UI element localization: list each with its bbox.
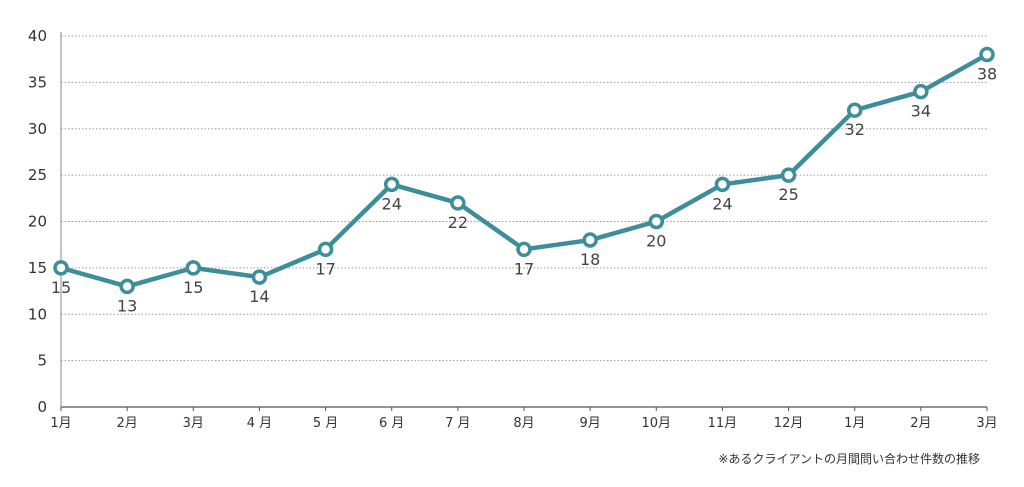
data-point [317, 241, 334, 258]
y-tick-label: 15 [28, 259, 47, 277]
y-tick-label: 20 [28, 213, 47, 231]
data-label: 17 [514, 259, 534, 278]
axes [60, 32, 988, 411]
x-tick-labels: 1月 2月 3月 4 月 5 月 6 月 7 月 8月 9月 10月 11月 12月 1月 2月 3月 [50, 416, 997, 431]
y-tick-label: 0 [37, 398, 47, 416]
x-tick-label: 3月 [183, 416, 204, 431]
y-tick-label: 10 [28, 305, 47, 323]
data-point [53, 260, 69, 276]
data-label: 24 [382, 194, 402, 213]
y-tick-label: 40 [28, 27, 47, 45]
data-points [53, 46, 995, 295]
data-label: 20 [646, 232, 666, 251]
data-label: 32 [845, 120, 865, 139]
y-tick-labels: 0 5 10 15 20 25 30 35 40 [28, 27, 47, 416]
data-label: 15 [183, 278, 203, 297]
x-tick-label: 7 月 [445, 416, 470, 431]
data-point [979, 46, 995, 63]
data-label: 15 [51, 278, 71, 297]
y-tick-label: 5 [37, 352, 47, 370]
data-point [119, 278, 135, 295]
data-point [648, 213, 665, 230]
data-point [185, 260, 202, 276]
y-tick-label: 35 [28, 73, 47, 91]
data-point [780, 167, 797, 183]
chart-caption: ※あるクライアントの月間問い合わせ件数の推移 [718, 452, 980, 466]
y-tick-label: 30 [28, 120, 47, 138]
x-tick-label: 8月 [513, 416, 534, 431]
x-tick-label: 1月 [50, 416, 71, 431]
x-tick-label: 10月 [642, 416, 672, 431]
x-tick-label: 9月 [580, 416, 601, 431]
data-label: 24 [712, 194, 732, 213]
data-point [582, 232, 598, 248]
data-point [450, 195, 466, 211]
data-point [913, 83, 929, 100]
x-tick-label: 4 月 [247, 416, 272, 431]
x-tick-label: 2月 [117, 416, 138, 431]
y-tick-label: 25 [28, 166, 47, 184]
x-tick-label: 2月 [910, 416, 931, 431]
x-tick-label: 12月 [774, 416, 804, 431]
data-label: 13 [117, 296, 137, 315]
data-labels: 15 13 15 14 17 24 22 17 18 20 24 25 32 34 38 [51, 65, 997, 316]
x-tick-label: 11月 [708, 416, 738, 431]
x-tick-label: 5 月 [313, 416, 338, 431]
data-point [714, 176, 731, 193]
data-point [383, 176, 400, 193]
x-tick-label: 1月 [844, 416, 865, 431]
data-label: 34 [911, 102, 931, 121]
data-label: 18 [580, 250, 600, 269]
data-label: 22 [448, 213, 468, 232]
x-tick-label: 3月 [976, 416, 997, 431]
data-label: 25 [778, 185, 798, 204]
data-point [251, 269, 268, 285]
x-tick-label: 6 月 [379, 416, 404, 431]
data-label: 17 [315, 259, 335, 278]
grid [61, 35, 987, 362]
data-point [846, 102, 863, 118]
data-label: 14 [249, 287, 269, 306]
data-point [516, 241, 532, 258]
data-label: 38 [977, 65, 997, 84]
